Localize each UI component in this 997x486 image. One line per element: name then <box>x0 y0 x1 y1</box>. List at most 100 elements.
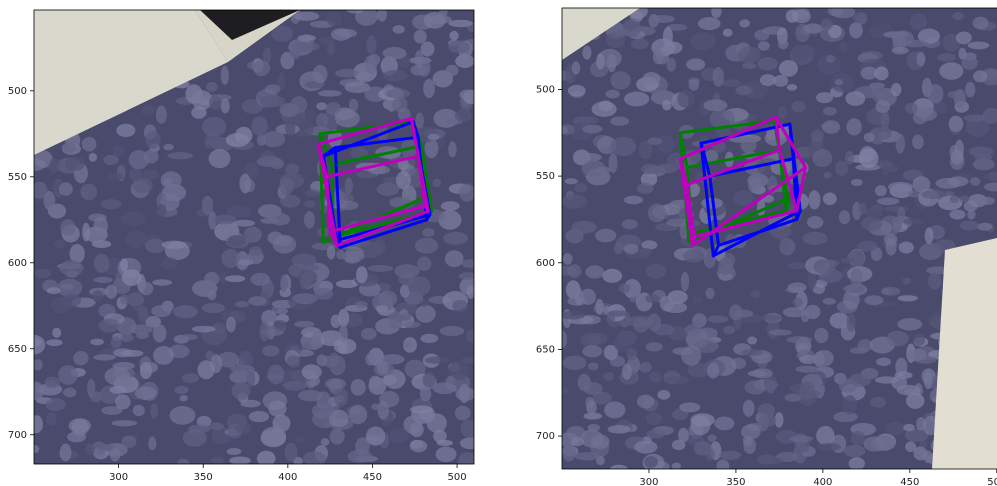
pebble <box>163 144 174 151</box>
pebble <box>145 131 160 149</box>
pebble <box>180 395 188 402</box>
pebble <box>239 173 250 193</box>
pebble <box>303 264 319 270</box>
pebble <box>588 363 599 371</box>
pebble <box>875 185 887 196</box>
pebble <box>120 334 134 342</box>
pebble <box>404 321 421 328</box>
pebble <box>624 244 639 254</box>
pebble <box>93 277 112 283</box>
pebble <box>251 116 267 135</box>
pebble <box>690 413 714 426</box>
pebble <box>563 253 573 265</box>
pebble <box>849 22 863 38</box>
pebble <box>950 195 959 203</box>
pebble <box>645 294 660 303</box>
pebble <box>584 382 603 395</box>
y-tick-label: 600 <box>536 258 555 269</box>
pebble <box>330 429 345 445</box>
pebble <box>816 92 833 103</box>
pebble <box>273 320 286 329</box>
pebble <box>786 336 812 343</box>
pebble <box>814 328 828 343</box>
pebble <box>973 17 989 30</box>
x-tick-label: 500 <box>448 472 467 483</box>
pebble <box>657 135 675 153</box>
pebble <box>786 10 799 23</box>
x-tick-label: 300 <box>109 472 128 483</box>
pebble <box>788 282 807 292</box>
pebble <box>707 363 719 379</box>
pebble <box>110 448 120 462</box>
pebble <box>314 288 333 300</box>
pebble <box>804 23 823 33</box>
pebble <box>910 13 927 30</box>
pebble <box>596 167 612 173</box>
pebble <box>835 79 843 85</box>
pebble <box>110 386 127 394</box>
pebble <box>560 126 568 134</box>
pebble <box>607 311 616 322</box>
pebble <box>859 148 879 168</box>
pebble <box>313 65 328 84</box>
pebble <box>227 448 242 455</box>
pebble <box>810 130 824 143</box>
pebble <box>639 362 651 373</box>
pebble <box>821 18 834 30</box>
pebble <box>835 161 848 176</box>
pebble <box>153 346 174 365</box>
pebble <box>445 65 458 76</box>
x-tick-label: 300 <box>639 477 658 486</box>
pebble <box>80 184 97 201</box>
pebble <box>326 11 341 26</box>
pebble <box>751 290 761 298</box>
pebble <box>977 223 992 231</box>
pebble <box>647 313 661 331</box>
pebble <box>685 324 702 336</box>
pebble <box>741 349 763 356</box>
pebble <box>152 279 172 285</box>
pebble <box>415 305 435 323</box>
pebble <box>646 263 667 278</box>
pebble <box>336 250 344 260</box>
pebble <box>192 326 216 333</box>
pebble <box>423 372 436 388</box>
pebble <box>111 336 121 349</box>
pebble <box>812 149 832 167</box>
pebble <box>644 456 658 468</box>
pebble <box>105 285 117 299</box>
pebble <box>582 46 591 60</box>
pebble <box>686 58 705 70</box>
pebble <box>173 305 198 318</box>
pebble <box>902 277 911 284</box>
pebble <box>928 272 942 289</box>
pebble <box>459 183 475 201</box>
pebble <box>318 90 342 96</box>
pebble <box>897 207 905 220</box>
pebble <box>807 216 824 229</box>
pebble <box>156 106 167 124</box>
pebble <box>58 365 78 385</box>
pebble <box>916 52 925 66</box>
pebble <box>227 235 245 246</box>
pebble <box>815 350 834 367</box>
x-tick-label: 500 <box>987 477 997 486</box>
pebble <box>875 100 890 113</box>
pebble <box>580 333 600 347</box>
pebble <box>150 404 158 419</box>
pebble <box>927 84 943 103</box>
pebble <box>415 238 439 254</box>
pebble <box>44 191 56 210</box>
x-tick-label: 450 <box>900 477 919 486</box>
pebble <box>161 171 182 189</box>
pebble <box>801 310 809 323</box>
pebble <box>335 69 359 78</box>
pebble <box>758 41 770 51</box>
pebble <box>871 82 884 102</box>
pebble <box>177 459 189 466</box>
pebble <box>45 380 56 387</box>
pebble <box>568 85 586 97</box>
pebble <box>779 60 798 77</box>
pebble <box>270 213 290 225</box>
pebble <box>664 376 689 384</box>
